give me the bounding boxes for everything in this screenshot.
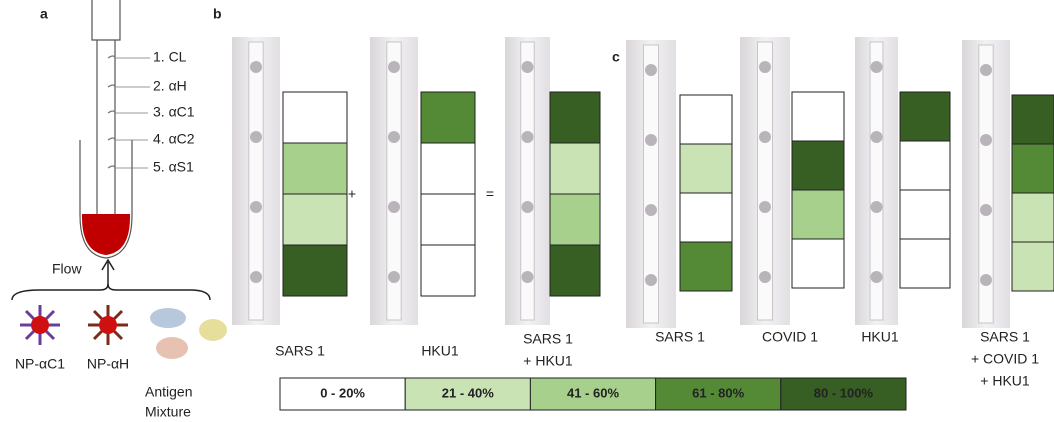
particle-label: NP-αH: [87, 356, 129, 372]
panel-label: c: [612, 49, 620, 65]
strip-spot: [388, 271, 400, 283]
protein-icons: [150, 308, 227, 359]
level-cell: [900, 190, 950, 239]
strip-spot: [250, 271, 262, 283]
level-cell: [680, 242, 732, 291]
level-cell: [550, 245, 600, 296]
page: a 1. CL 2. αH 3. αC1 4. αC2 5. αS1 Flow NP-αC1 N…: [0, 0, 1054, 422]
strip-label: + COVID 1: [971, 351, 1039, 367]
strip-spot: [388, 61, 400, 73]
strip-spot: [871, 61, 883, 73]
strip-label: + HKU1: [980, 373, 1030, 389]
strip-spot: [250, 61, 262, 73]
panel-label: a: [40, 6, 48, 22]
panel-label: b: [213, 6, 222, 22]
operator: =: [486, 186, 494, 202]
layer-label: 3. αC1: [153, 104, 195, 120]
level-cell: [792, 92, 844, 141]
strip-spot: [759, 201, 771, 213]
strip-spot: [522, 201, 534, 213]
legend-label: 41 - 60%: [567, 385, 619, 400]
level-cell: [792, 190, 844, 239]
strip-spot: [871, 131, 883, 143]
flow-arrow: [102, 260, 114, 285]
flow-label: Flow: [52, 261, 82, 277]
strip-spot: [980, 134, 992, 146]
legend-label: 21 - 40%: [442, 385, 494, 400]
level-cell: [550, 194, 600, 245]
strip-label: SARS 1: [655, 329, 705, 345]
strip-spot: [645, 64, 657, 76]
strip-label: SARS 1: [980, 329, 1030, 345]
strip-spot: [871, 271, 883, 283]
layer-label: 1. CL: [153, 49, 187, 65]
strip-spot: [645, 134, 657, 146]
level-cell: [680, 193, 732, 242]
strip-spot: [522, 61, 534, 73]
np-icon: [88, 305, 128, 345]
level-cell: [421, 194, 475, 245]
strip-label: SARS 1: [523, 331, 573, 347]
layer-label: 2. αH: [153, 78, 187, 94]
layer-label: 5. αS1: [153, 159, 194, 175]
legend-label: 80 - 100%: [814, 385, 874, 400]
level-cell: [421, 245, 475, 296]
level-cell: [680, 95, 732, 144]
level-cell: [283, 92, 347, 143]
antigen-label: Antigen: [145, 384, 192, 400]
level-cell: [550, 92, 600, 143]
level-cell: [792, 239, 844, 288]
strip-spot: [250, 131, 262, 143]
level-cell: [1012, 193, 1054, 242]
particle-label: NP-αC1: [15, 356, 65, 372]
level-cell: [1012, 95, 1054, 144]
level-cell: [283, 194, 347, 245]
operator: +: [348, 186, 356, 202]
level-cell: [421, 92, 475, 143]
strip-spot: [980, 204, 992, 216]
strip-label: COVID 1: [762, 329, 818, 345]
strip-spot: [980, 64, 992, 76]
strip-spot: [645, 274, 657, 286]
level-cell: [283, 143, 347, 194]
strip-label: HKU1: [421, 343, 459, 359]
level-cell: [900, 141, 950, 190]
level-cell: [421, 143, 475, 194]
brace: [12, 284, 210, 300]
strip-spot: [250, 201, 262, 213]
strip-label: HKU1: [861, 329, 899, 345]
level-cell: [1012, 144, 1054, 193]
strip-spot: [388, 131, 400, 143]
strip-spot: [388, 201, 400, 213]
strip-spot: [759, 61, 771, 73]
np-icon: [20, 305, 60, 345]
strip-spot: [759, 131, 771, 143]
level-cell: [900, 239, 950, 288]
level-cell: [283, 245, 347, 296]
strip-spot: [522, 271, 534, 283]
layer-label: 4. αC2: [153, 131, 195, 147]
level-cell: [900, 92, 950, 141]
strip-spot: [871, 201, 883, 213]
strip-spot: [522, 131, 534, 143]
legend-label: 0 - 20%: [320, 385, 365, 400]
strip-label: + HKU1: [523, 353, 573, 369]
level-cell: [1012, 242, 1054, 291]
figure: a 1. CL 2. αH 3. αC1 4. αC2 5. αS1 Flow NP-αC1 N…: [0, 0, 1054, 422]
antigen-label: Mixture: [145, 404, 191, 420]
level-cell: [550, 143, 600, 194]
level-cell: [792, 141, 844, 190]
strip-spot: [645, 204, 657, 216]
strip-label: SARS 1: [275, 343, 325, 359]
strip-spot: [980, 274, 992, 286]
level-cell: [680, 144, 732, 193]
strip-spot: [759, 271, 771, 283]
legend-label: 61 - 80%: [692, 385, 744, 400]
